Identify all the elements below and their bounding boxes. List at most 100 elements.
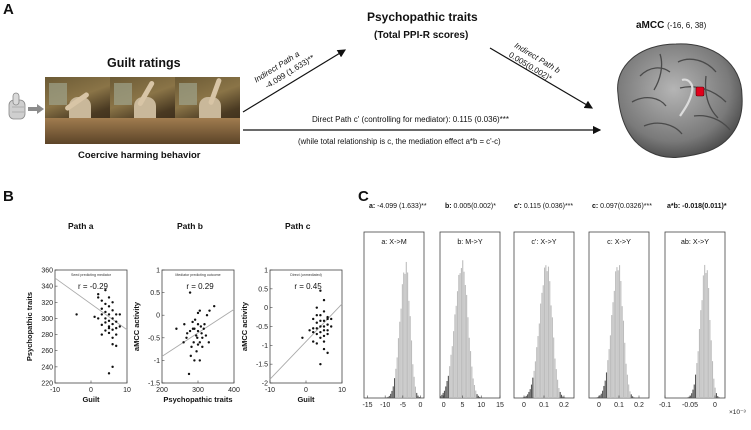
hist-bar: [607, 360, 608, 398]
data-point: [104, 317, 106, 319]
hist-bar: [610, 335, 611, 398]
x-tick-label: 10: [338, 387, 346, 394]
hist-bar: [469, 338, 470, 398]
data-point: [326, 333, 328, 335]
data-point: [208, 341, 210, 343]
hist-bar: [406, 262, 407, 398]
data-point: [101, 308, 103, 310]
y-axis-label: Psychopathic traits: [25, 292, 34, 361]
y-tick-label: 0: [264, 305, 268, 312]
x-tick-label: 10: [477, 402, 485, 409]
x-axis-label: Guilt: [82, 395, 100, 404]
hist-bar: [718, 397, 719, 398]
y-tick-label: 0: [156, 313, 160, 320]
hist-bar: [535, 361, 536, 398]
x-tick-label: 0: [304, 387, 308, 394]
data-point: [104, 303, 106, 305]
x-axis-label: Guilt: [297, 395, 315, 404]
data-point: [323, 340, 325, 342]
stat-b: b: 0.005(0.002)*: [445, 203, 496, 210]
hist-bar: [477, 394, 478, 398]
hist-bar: [537, 336, 538, 398]
hist-bar: [614, 291, 615, 398]
x-tick-label: 0: [713, 402, 717, 409]
data-point: [319, 331, 321, 333]
data-point: [197, 343, 199, 345]
y-tick-label: 1: [264, 268, 268, 275]
hist-bar: [456, 306, 457, 398]
data-point: [188, 373, 190, 375]
hist-bar: [467, 317, 468, 398]
y-tick-label: 0.5: [258, 286, 268, 293]
data-point: [200, 332, 202, 334]
data-point: [203, 328, 205, 330]
hist-bar: [547, 271, 548, 398]
hist-bar: [403, 273, 404, 398]
data-point: [189, 291, 191, 293]
data-point: [108, 313, 110, 315]
hist-bar: [457, 291, 458, 398]
hist-bar: [557, 380, 558, 398]
data-point: [195, 350, 197, 352]
hist-bar: [562, 397, 563, 398]
hist-bar: [399, 322, 400, 398]
data-point: [323, 329, 325, 331]
hist-bar: [597, 397, 598, 398]
hist-bar: [398, 338, 399, 398]
hist-bar: [691, 393, 692, 398]
roi-marker: [696, 87, 704, 96]
hist-bar: [415, 387, 416, 398]
data-point: [111, 366, 113, 368]
hist-bar: [624, 343, 625, 398]
hist-bar: [628, 385, 629, 398]
data-point: [316, 342, 318, 344]
stat-a: a: -4.099 (1.633)**: [369, 203, 427, 210]
data-point: [312, 327, 314, 329]
x-tick-label: 300: [192, 387, 204, 394]
data-point: [97, 296, 99, 298]
y-tick-label: -0.5: [256, 324, 268, 331]
hist-label: ab: X->Y: [681, 237, 709, 246]
data-point: [323, 299, 325, 301]
hist-bar: [708, 288, 709, 398]
data-point: [195, 334, 197, 336]
hist-bar: [717, 396, 718, 398]
x-tick-label: 5: [461, 402, 465, 409]
data-point: [104, 329, 106, 331]
hist-bar: [449, 366, 450, 398]
data-point: [208, 309, 210, 311]
data-point: [319, 325, 321, 327]
hist-bar: [404, 274, 405, 398]
hist-bar: [397, 357, 398, 398]
data-point: [191, 321, 193, 323]
y-tick-label: 320: [41, 300, 53, 307]
data-point: [104, 311, 106, 313]
hist-bar: [615, 271, 616, 398]
hist-bar: [694, 385, 695, 398]
hist-bar: [616, 267, 617, 398]
y-tick-label: 280: [41, 332, 53, 339]
hist-bar: [441, 395, 442, 398]
hist-frame: [665, 232, 725, 398]
data-point: [316, 322, 318, 324]
data-point: [312, 318, 314, 320]
hist-bar: [712, 361, 713, 398]
hist-bar: [387, 397, 388, 398]
x-tick-label: -10: [265, 387, 275, 394]
data-point: [200, 325, 202, 327]
data-point: [190, 355, 192, 357]
data-point: [115, 320, 117, 322]
data-point: [108, 296, 110, 298]
axis-exponent: ×10⁻³: [729, 408, 746, 416]
hist-bar: [414, 377, 415, 398]
data-point: [101, 313, 103, 315]
hist-bar: [475, 391, 476, 398]
hist-bar: [702, 300, 703, 398]
data-point: [115, 313, 117, 315]
scatter-subtitle: Seed predicting mediator: [71, 273, 112, 277]
x-axis-label: Psychopathic traits: [163, 395, 232, 404]
hist-bar: [461, 268, 462, 398]
